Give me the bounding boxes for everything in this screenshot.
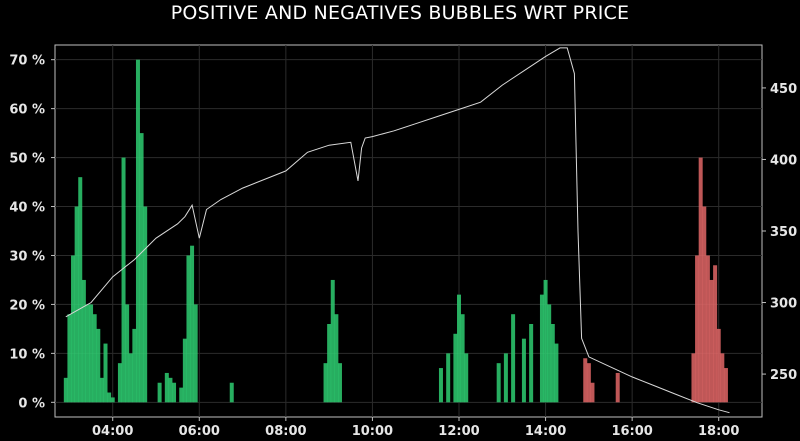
positive-bubble-bar	[539, 294, 544, 403]
positive-bubble-bar	[63, 377, 68, 403]
positive-bubble-bar	[103, 343, 108, 403]
positive-bubble-bar	[334, 314, 339, 403]
positive-bubble-bar	[186, 255, 191, 403]
positive-bubble-bar	[446, 353, 451, 403]
positive-bubble-bar	[67, 314, 72, 403]
y-left-tick-label: 50 %	[9, 152, 45, 167]
negative-bubble-bar	[698, 157, 703, 403]
positive-bubble-bar	[460, 314, 465, 403]
positive-bubble-bar	[121, 157, 126, 403]
positive-bubble-bar	[92, 314, 97, 403]
y-left-tick-label: 30 %	[9, 249, 45, 264]
x-tick-label: 16:00	[611, 424, 652, 439]
positive-bubble-bar	[179, 387, 184, 403]
x-tick-label: 14:00	[525, 424, 566, 439]
positive-bubble-bar	[168, 377, 173, 403]
x-tick-label: 06:00	[179, 424, 220, 439]
positive-bubble-bar	[71, 255, 76, 403]
positive-bubble-bar	[521, 338, 526, 403]
x-tick-label: 12:00	[438, 424, 479, 439]
positive-bubble-bar	[193, 304, 198, 403]
negative-bubble-bar	[615, 372, 620, 403]
positive-bubble-bar	[503, 353, 508, 403]
y-right-tick-label: 450	[770, 82, 797, 97]
positive-bubble-bar	[132, 328, 137, 403]
positive-bubble-bar	[550, 324, 555, 403]
positive-bubble-bar	[330, 279, 335, 403]
y-left-tick-label: 60 %	[9, 103, 45, 118]
bars-group	[63, 59, 728, 403]
x-tick-label: 04:00	[92, 424, 133, 439]
grid-lines	[55, 45, 762, 417]
positive-bubble-bar	[89, 304, 94, 403]
negative-bubble-bar	[691, 353, 696, 403]
x-tick-label: 18:00	[698, 424, 739, 439]
positive-bubble-bar	[547, 304, 552, 403]
positive-bubble-bar	[554, 343, 559, 403]
positive-bubble-bar	[78, 177, 83, 403]
positive-bubble-bar	[464, 353, 469, 403]
positive-bubble-bar	[96, 328, 101, 403]
positive-bubble-bar	[157, 382, 162, 403]
positive-bubble-bar	[74, 206, 79, 403]
positive-bubble-bar	[81, 279, 86, 403]
negative-bubble-bar	[705, 255, 710, 403]
positive-bubble-bar	[496, 363, 501, 403]
y-left-axis-ticks: 0 % 10 % 20 % 30 % 40 % 50 % 60 % 70 %	[9, 54, 55, 411]
negative-bubble-bar	[586, 363, 591, 403]
y-right-tick-label: 250	[770, 368, 797, 383]
positive-bubble-bar	[511, 314, 516, 403]
plot-frame	[54, 44, 763, 418]
positive-bubble-bar	[327, 324, 332, 403]
negative-bubble-bar	[709, 279, 714, 403]
y-left-tick-label: 70 %	[9, 54, 45, 69]
positive-bubble-bar	[99, 377, 104, 403]
price-line-group	[65, 47, 730, 414]
negative-bubble-bar	[720, 353, 725, 403]
y-left-tick-label: 10 %	[9, 347, 45, 362]
positive-bubble-bar	[110, 397, 115, 403]
positive-bubble-bar	[337, 363, 342, 403]
x-tick-label: 10:00	[352, 424, 393, 439]
y-left-tick-label: 20 %	[9, 298, 45, 313]
negative-bubble-bar	[713, 265, 718, 403]
positive-bubble-bar	[323, 363, 328, 403]
positive-bubble-bar	[139, 133, 144, 403]
positive-bubble-bar	[229, 382, 234, 403]
chart-title: POSITIVE AND NEGATIVES BUBBLES WRT PRICE	[170, 2, 630, 24]
positive-bubble-bar	[453, 333, 458, 403]
negative-bubble-bar	[702, 206, 707, 403]
positive-bubble-bar	[128, 353, 133, 403]
x-axis-ticks: 04:00 06:00 08:00 10:00 12:00 14:00 16:00 18:00	[92, 417, 739, 439]
positive-bubble-bar	[107, 392, 112, 403]
y-left-tick-label: 0 %	[18, 396, 45, 411]
negative-bubble-bar	[716, 328, 721, 403]
positive-bubble-bar	[135, 59, 140, 403]
positive-bubble-bar	[182, 338, 187, 403]
positive-bubble-bar	[438, 368, 443, 403]
positive-bubble-bar	[85, 304, 90, 403]
positive-bubble-bar	[543, 279, 548, 403]
negative-bubble-bar	[723, 368, 728, 403]
y-right-tick-label: 350	[770, 225, 797, 240]
positive-bubble-bar	[529, 324, 534, 403]
positive-bubble-bar	[172, 382, 177, 403]
positive-bubble-bar	[190, 245, 195, 403]
negative-bubble-bar	[695, 255, 700, 403]
price-line	[65, 47, 730, 414]
positive-bubble-bar	[164, 372, 169, 403]
positive-bubble-bar	[125, 304, 130, 403]
positive-bubble-bar	[117, 363, 122, 403]
y-left-tick-label: 40 %	[9, 201, 45, 216]
y-right-tick-label: 300	[770, 297, 797, 312]
negative-bubble-bar	[590, 382, 595, 403]
x-tick-label: 08:00	[265, 424, 306, 439]
y-right-tick-label: 400	[770, 153, 797, 168]
negative-bubble-bar	[583, 358, 588, 403]
positive-bubble-bar	[457, 294, 461, 403]
positive-bubble-bar	[143, 206, 148, 403]
y-right-axis-ticks: 250 300 350 400 450	[762, 82, 797, 383]
